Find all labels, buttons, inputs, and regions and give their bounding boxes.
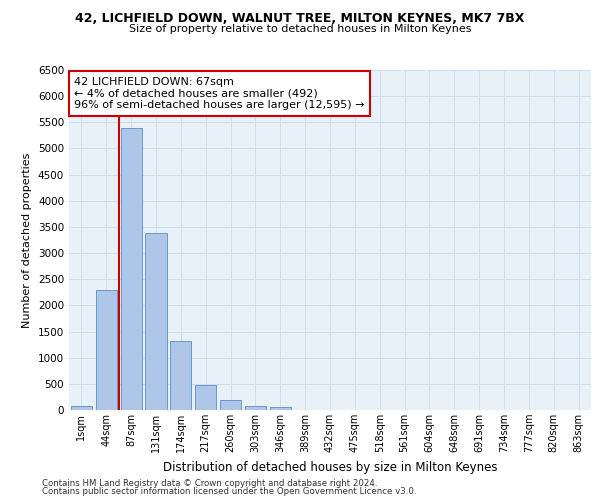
Text: Contains public sector information licensed under the Open Government Licence v3: Contains public sector information licen… — [42, 487, 416, 496]
Text: Size of property relative to detached houses in Milton Keynes: Size of property relative to detached ho… — [129, 24, 471, 34]
Bar — [195, 385, 216, 410]
Bar — [71, 406, 92, 410]
Y-axis label: Number of detached properties: Number of detached properties — [22, 152, 32, 328]
Bar — [220, 400, 241, 410]
Text: Contains HM Land Registry data © Crown copyright and database right 2024.: Contains HM Land Registry data © Crown c… — [42, 478, 377, 488]
Bar — [170, 341, 191, 410]
Bar — [145, 233, 167, 410]
Bar — [270, 407, 291, 410]
Bar — [245, 406, 266, 410]
Text: 42, LICHFIELD DOWN, WALNUT TREE, MILTON KEYNES, MK7 7BX: 42, LICHFIELD DOWN, WALNUT TREE, MILTON … — [76, 12, 524, 26]
Bar — [96, 290, 117, 410]
Text: 42 LICHFIELD DOWN: 67sqm
← 4% of detached houses are smaller (492)
96% of semi-d: 42 LICHFIELD DOWN: 67sqm ← 4% of detache… — [74, 77, 365, 110]
X-axis label: Distribution of detached houses by size in Milton Keynes: Distribution of detached houses by size … — [163, 460, 497, 473]
Bar — [121, 128, 142, 410]
